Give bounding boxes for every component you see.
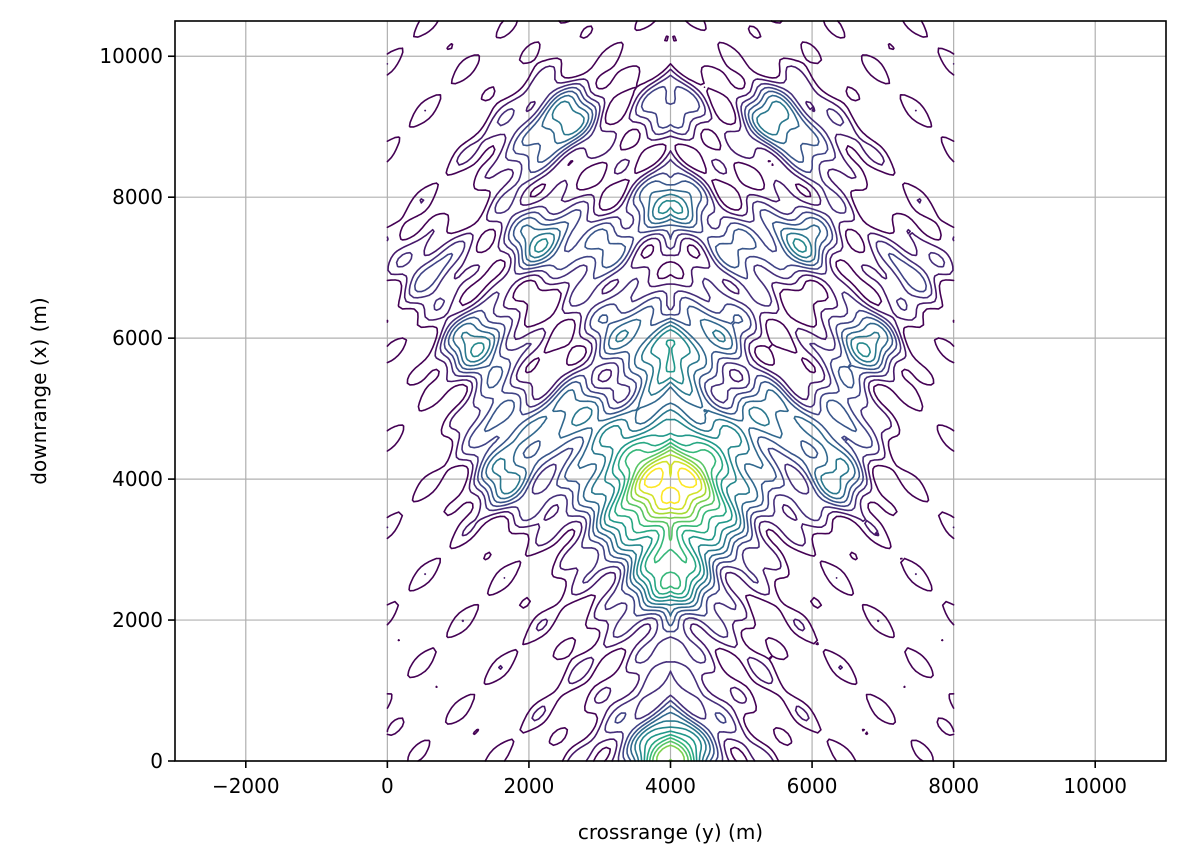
contour-level-6	[460, 100, 881, 762]
contour-level-4	[447, 90, 894, 762]
contour-level-11	[626, 445, 715, 762]
x-tick-label: 4000	[645, 774, 696, 798]
x-tick-label: 10000	[1063, 774, 1127, 798]
contour-level-10	[620, 441, 721, 762]
y-tick-label: 4000	[112, 467, 163, 491]
y-tick-label: 2000	[112, 608, 163, 632]
x-tick-label: 0	[381, 774, 394, 798]
x-axis-label: crossrange (y) (m)	[578, 820, 763, 844]
contour-level-9	[614, 437, 727, 762]
contour-level-2	[395, 74, 946, 762]
y-tick-label: 0	[150, 749, 163, 773]
contour-level-12	[630, 449, 711, 762]
x-tick-label: 8000	[928, 774, 979, 798]
x-tick-label: 2000	[503, 774, 554, 798]
y-tick-label: 8000	[112, 185, 163, 209]
y-tick-label: 10000	[99, 44, 163, 68]
contour-level-3	[414, 85, 927, 762]
contour-level-0	[386, 20, 955, 762]
grid	[175, 21, 1166, 762]
contour-plot	[386, 20, 955, 762]
axis-ticks: −2000 0 2000 4000 6000 8000 10000 0 2000 4000 6000…	[99, 44, 1127, 798]
contour-level-7	[470, 199, 871, 762]
contour-level-5	[452, 94, 889, 762]
y-axis-label: downrange (x) (m)	[27, 297, 51, 484]
contour-level-13	[634, 454, 707, 515]
contour-level-14	[638, 460, 703, 511]
x-tick-label: 6000	[787, 774, 838, 798]
contour-level-8	[608, 339, 733, 762]
y-tick-label: 6000	[112, 326, 163, 350]
x-tick-label: −2000	[212, 774, 280, 798]
contour-level-15	[643, 467, 698, 505]
